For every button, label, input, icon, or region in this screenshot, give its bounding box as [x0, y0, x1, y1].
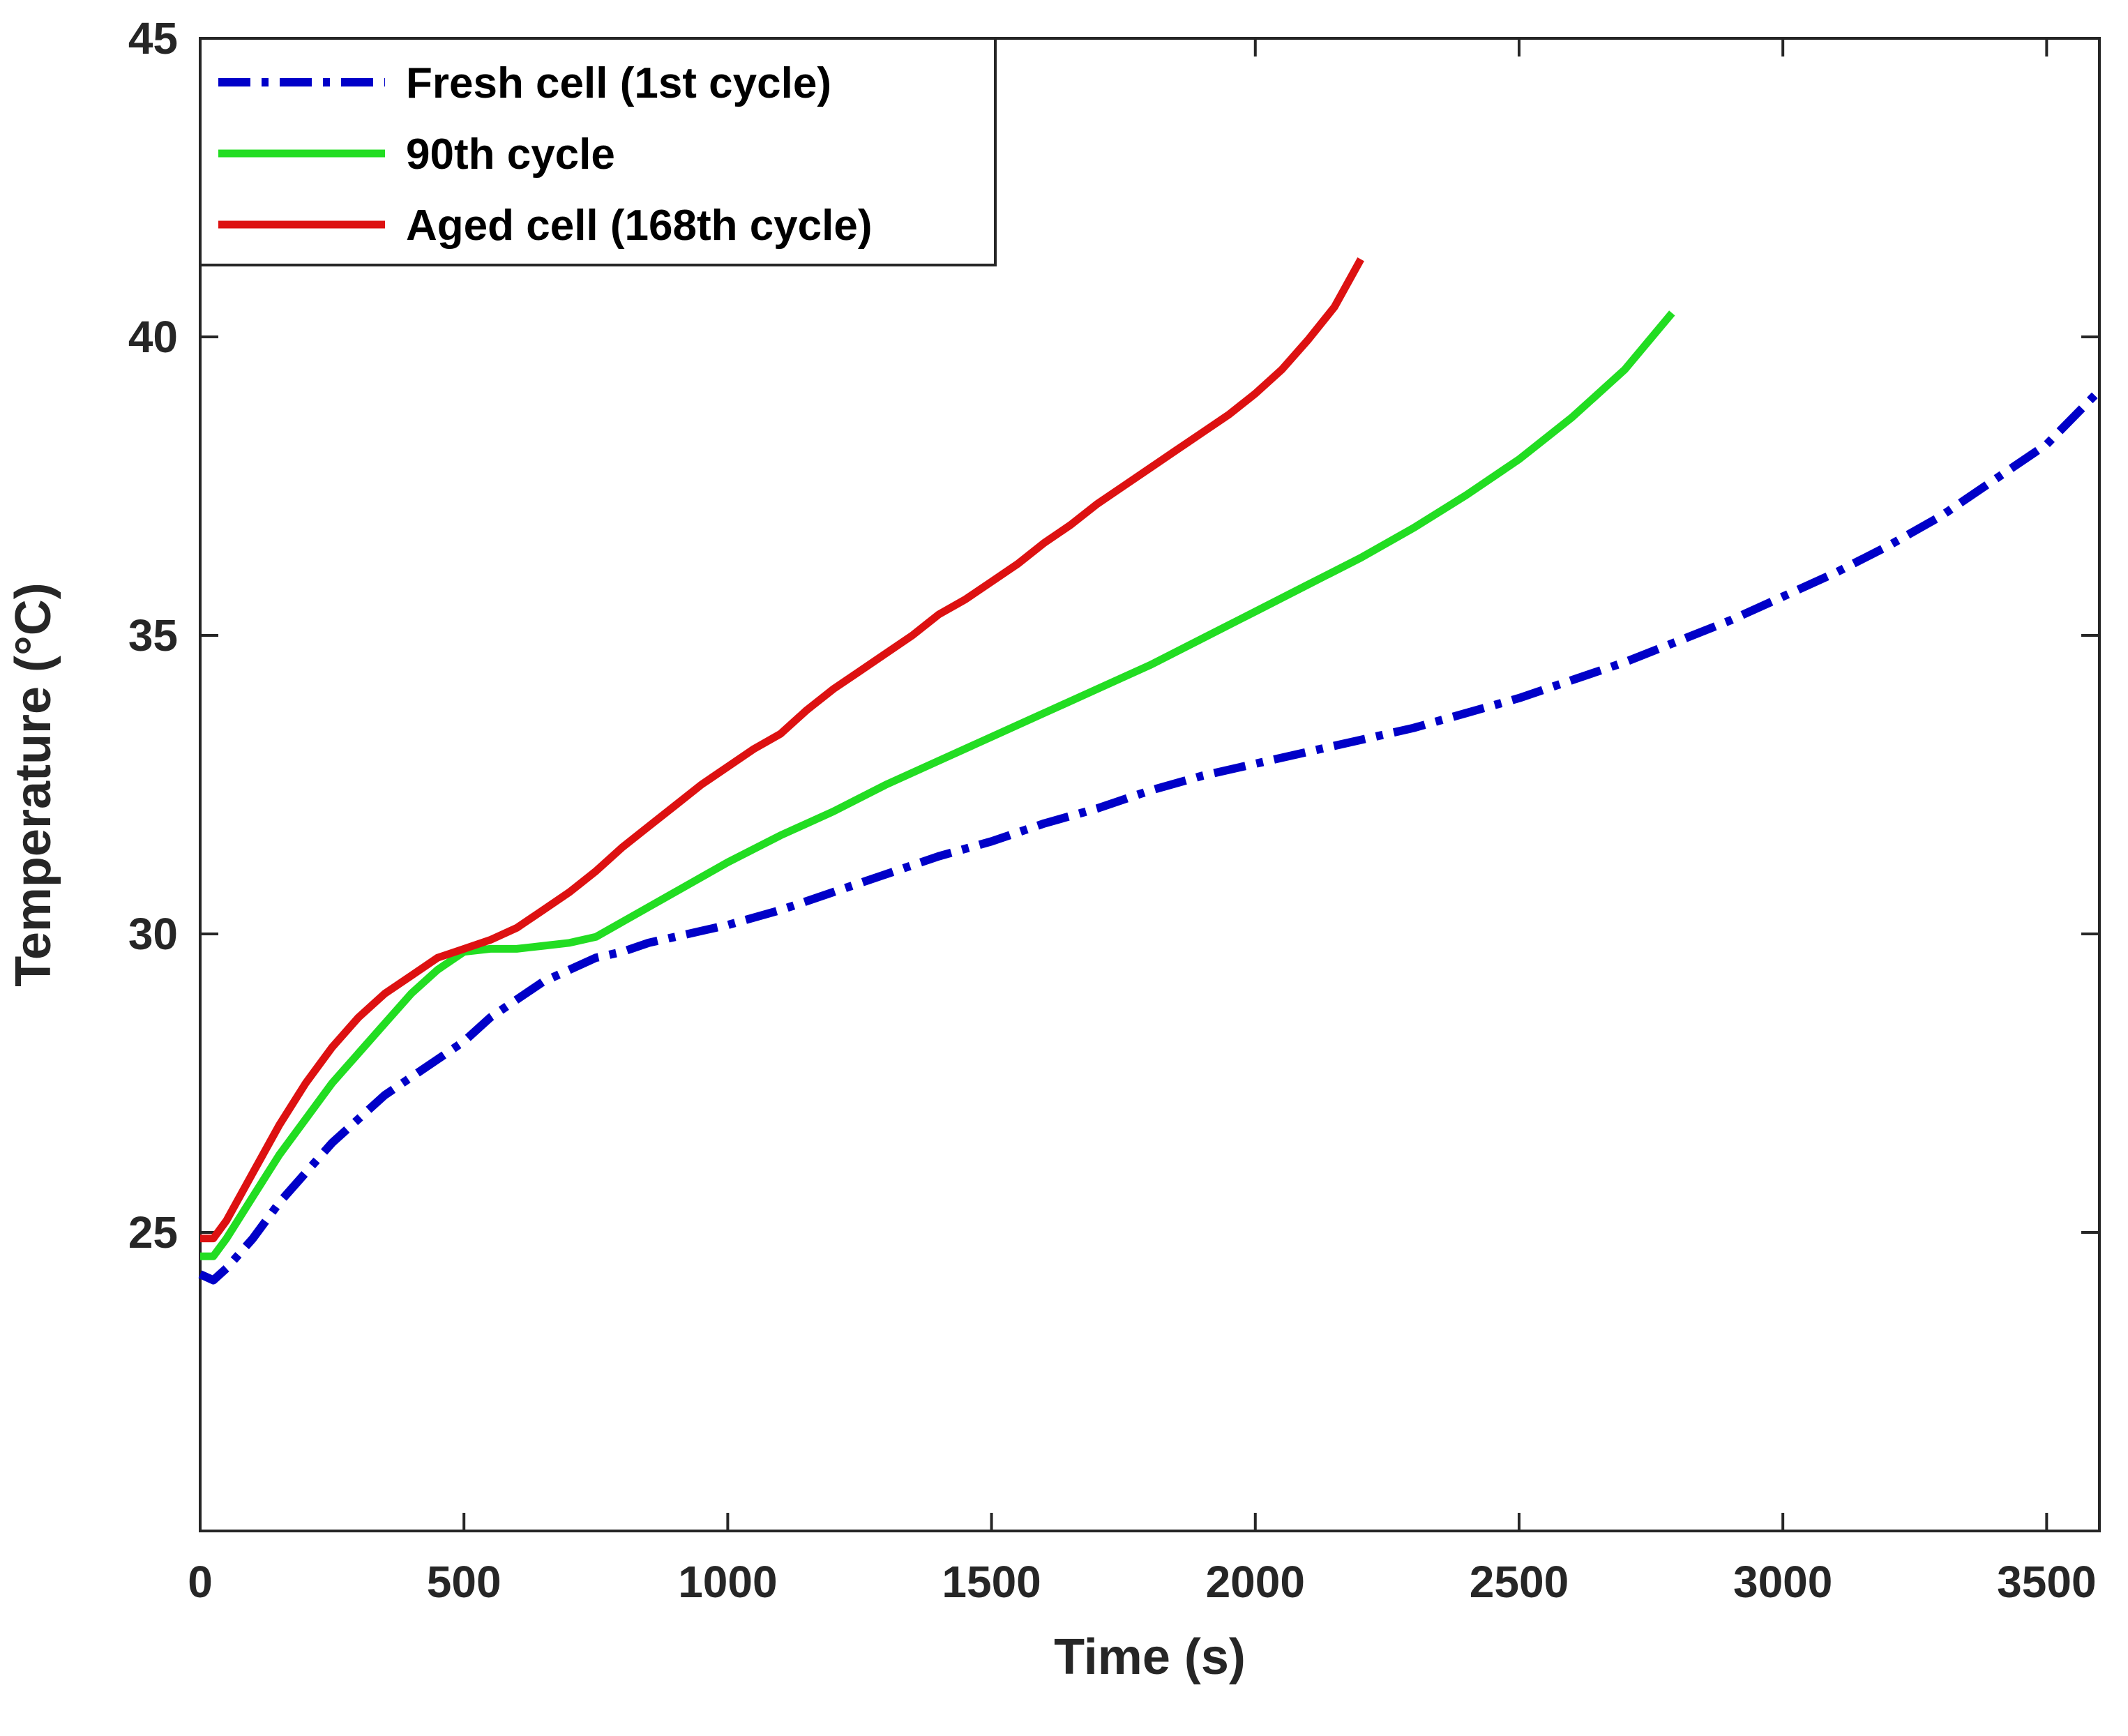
x-tick-label: 0 [188, 1557, 213, 1607]
x-tick-label: 1000 [678, 1557, 777, 1607]
legend-label-1: Fresh cell (1st cycle) [406, 59, 831, 107]
y-tick-label: 45 [128, 13, 178, 63]
y-tick-label: 40 [128, 312, 178, 362]
x-tick-label: 1500 [942, 1557, 1041, 1607]
legend-label-2: 90th cycle [406, 130, 615, 179]
x-tick-label: 500 [427, 1557, 501, 1607]
y-tick-label: 30 [128, 909, 178, 959]
x-tick-label: 3500 [1997, 1557, 2096, 1607]
x-tick-label: 3000 [1733, 1557, 1832, 1607]
data-series [198, 257, 2103, 1285]
legend: Fresh cell (1st cycle) 90th cycle Aged cel… [199, 37, 997, 266]
y-axis-title: Temperature (°C) [6, 582, 61, 987]
series-line-2 [200, 310, 1675, 1260]
x-axis-title: Time (s) [1054, 1629, 1246, 1685]
series-line-1 [198, 387, 2103, 1285]
y-tick-label: 25 [128, 1207, 178, 1258]
x-tick-label: 2000 [1206, 1557, 1305, 1607]
legend-label-3: Aged cell (168th cycle) [406, 202, 873, 250]
legend-entries: Fresh cell (1st cycle) 90th cycle Aged cel… [218, 59, 873, 250]
x-axis-tick-labels: 0 500 1000 1500 2000 2500 3000 3500 [188, 1557, 2096, 1607]
y-tick-label: 35 [128, 610, 178, 661]
series-line-3 [200, 257, 1364, 1243]
x-tick-label: 2500 [1470, 1557, 1569, 1607]
y-axis-tick-labels: 25 30 35 40 45 [128, 13, 178, 1258]
plot-area-frame [199, 37, 2101, 1532]
